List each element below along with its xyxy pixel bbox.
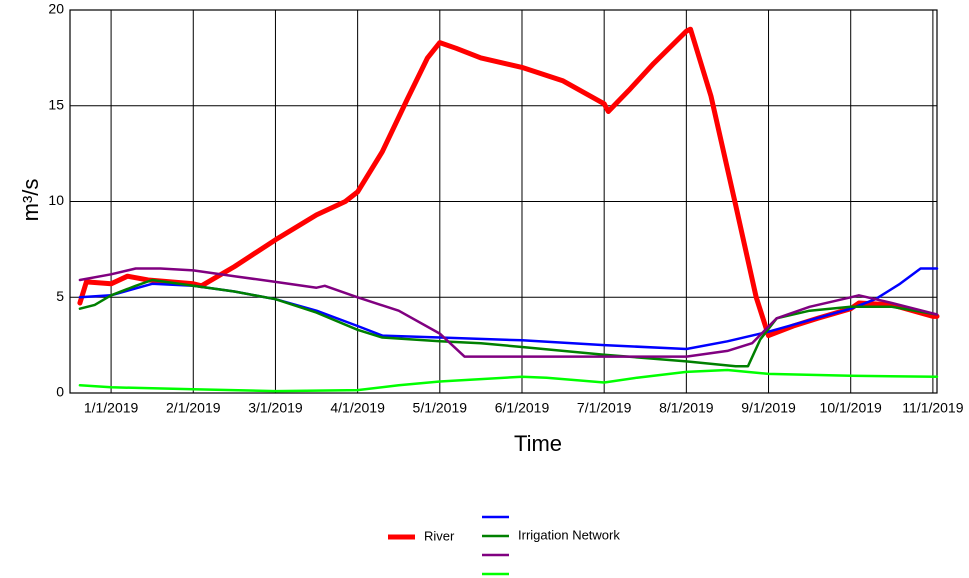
- series-line: [77, 26, 940, 339]
- y-tick-label: 15: [48, 96, 64, 112]
- y-tick-label: 0: [56, 384, 64, 400]
- x-tick-label: 4/1/2019: [330, 400, 385, 416]
- x-tick-label: 10/1/2019: [820, 400, 882, 416]
- x-tick-label: 8/1/2019: [659, 400, 714, 416]
- y-tick-label: 20: [48, 1, 64, 17]
- x-axis-title: Time: [514, 431, 562, 456]
- x-tick-label: 11/1/2019: [902, 400, 963, 416]
- x-tick-label: 1/1/2019: [84, 400, 139, 416]
- y-tick-label: 10: [48, 192, 64, 208]
- plot-frame: [69, 9, 938, 394]
- x-tick-label: 7/1/2019: [577, 400, 632, 416]
- legend-label: River: [424, 528, 455, 543]
- y-axis-title: m³/s: [18, 179, 43, 222]
- x-tick-label: 2/1/2019: [166, 400, 221, 416]
- x-tick-label: 5/1/2019: [413, 400, 468, 416]
- x-tick-label: 3/1/2019: [248, 400, 303, 416]
- x-tick-label: 6/1/2019: [495, 400, 550, 416]
- y-tick-label: 5: [56, 288, 64, 304]
- x-tick-label: 9/1/2019: [741, 400, 796, 416]
- series-line: [78, 267, 939, 358]
- legend-label: Irrigation Network: [518, 527, 620, 542]
- series-line: [78, 368, 939, 393]
